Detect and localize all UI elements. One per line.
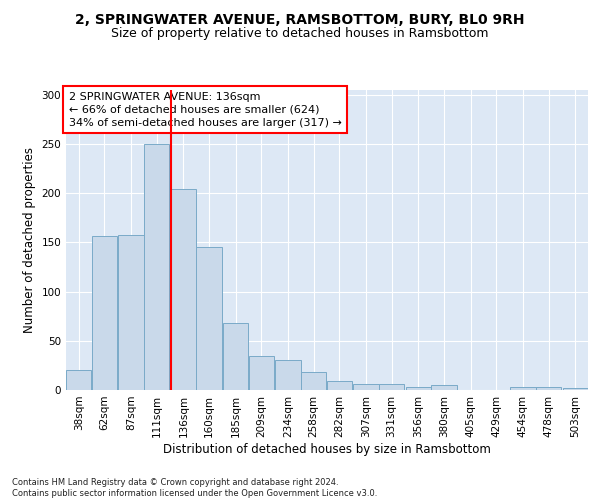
- Bar: [171, 190, 196, 390]
- Bar: [353, 384, 379, 390]
- Bar: [379, 384, 404, 390]
- Bar: [301, 372, 326, 390]
- Bar: [326, 381, 352, 390]
- Y-axis label: Number of detached properties: Number of detached properties: [23, 147, 36, 333]
- Text: 2 SPRINGWATER AVENUE: 136sqm
← 66% of detached houses are smaller (624)
34% of s: 2 SPRINGWATER AVENUE: 136sqm ← 66% of de…: [68, 92, 341, 128]
- Bar: [431, 385, 457, 390]
- Bar: [275, 360, 301, 390]
- Bar: [223, 323, 248, 390]
- Text: 2, SPRINGWATER AVENUE, RAMSBOTTOM, BURY, BL0 9RH: 2, SPRINGWATER AVENUE, RAMSBOTTOM, BURY,…: [75, 12, 525, 26]
- Bar: [144, 144, 169, 390]
- Bar: [563, 388, 588, 390]
- Bar: [196, 248, 221, 390]
- Bar: [510, 387, 536, 390]
- Text: Size of property relative to detached houses in Ramsbottom: Size of property relative to detached ho…: [111, 28, 489, 40]
- Bar: [406, 387, 431, 390]
- Text: Contains HM Land Registry data © Crown copyright and database right 2024.
Contai: Contains HM Land Registry data © Crown c…: [12, 478, 377, 498]
- Bar: [249, 356, 274, 390]
- Bar: [66, 370, 91, 390]
- Bar: [536, 387, 561, 390]
- Bar: [92, 236, 117, 390]
- X-axis label: Distribution of detached houses by size in Ramsbottom: Distribution of detached houses by size …: [163, 442, 491, 456]
- Bar: [118, 234, 144, 390]
